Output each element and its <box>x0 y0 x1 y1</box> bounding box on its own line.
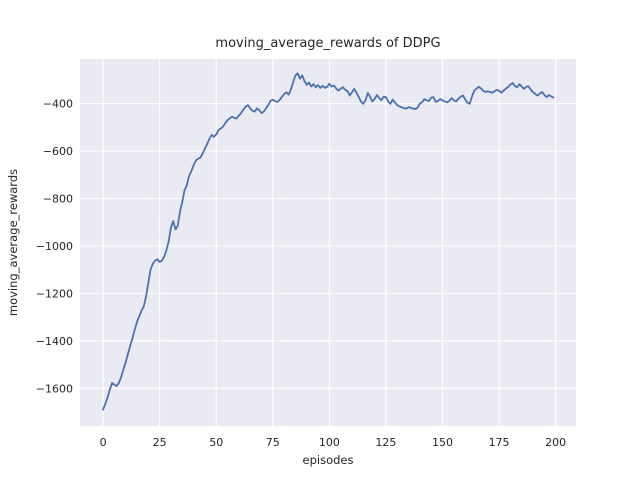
x-tick-label: 75 <box>266 436 280 449</box>
x-tick-label: 125 <box>375 436 396 449</box>
x-tick-labels: 0 25 50 75 100 125 150 175 200 <box>100 436 567 449</box>
reward-line <box>102 72 555 411</box>
plot-area <box>80 59 576 426</box>
y-axis-label: moving_average_rewards <box>6 169 20 316</box>
x-tick-label: 100 <box>319 436 340 449</box>
y-tick-label: −600 <box>43 145 73 158</box>
x-tick-label: 150 <box>432 436 453 449</box>
gridlines <box>80 59 576 426</box>
x-axis-label: episodes <box>303 453 354 467</box>
x-tick-label: 50 <box>209 436 223 449</box>
y-tick-labels: −400 −600 −800 −1000 −1200 −1400 −1600 <box>36 98 73 396</box>
x-tick-label: 200 <box>545 436 566 449</box>
y-tick-label: −400 <box>43 98 73 111</box>
chart-title: moving_average_rewards of DDPG <box>215 36 440 51</box>
y-tick-label: −1000 <box>36 240 73 253</box>
y-tick-label: −1400 <box>36 335 73 348</box>
y-tick-label: −1200 <box>36 287 73 300</box>
x-tick-label: 25 <box>153 436 167 449</box>
x-tick-label: 175 <box>489 436 510 449</box>
y-tick-label: −1600 <box>36 382 73 395</box>
y-tick-label: −800 <box>43 192 73 205</box>
x-tick-label: 0 <box>100 436 107 449</box>
